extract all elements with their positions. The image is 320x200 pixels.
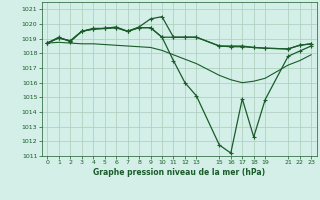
X-axis label: Graphe pression niveau de la mer (hPa): Graphe pression niveau de la mer (hPa) [93,168,265,177]
